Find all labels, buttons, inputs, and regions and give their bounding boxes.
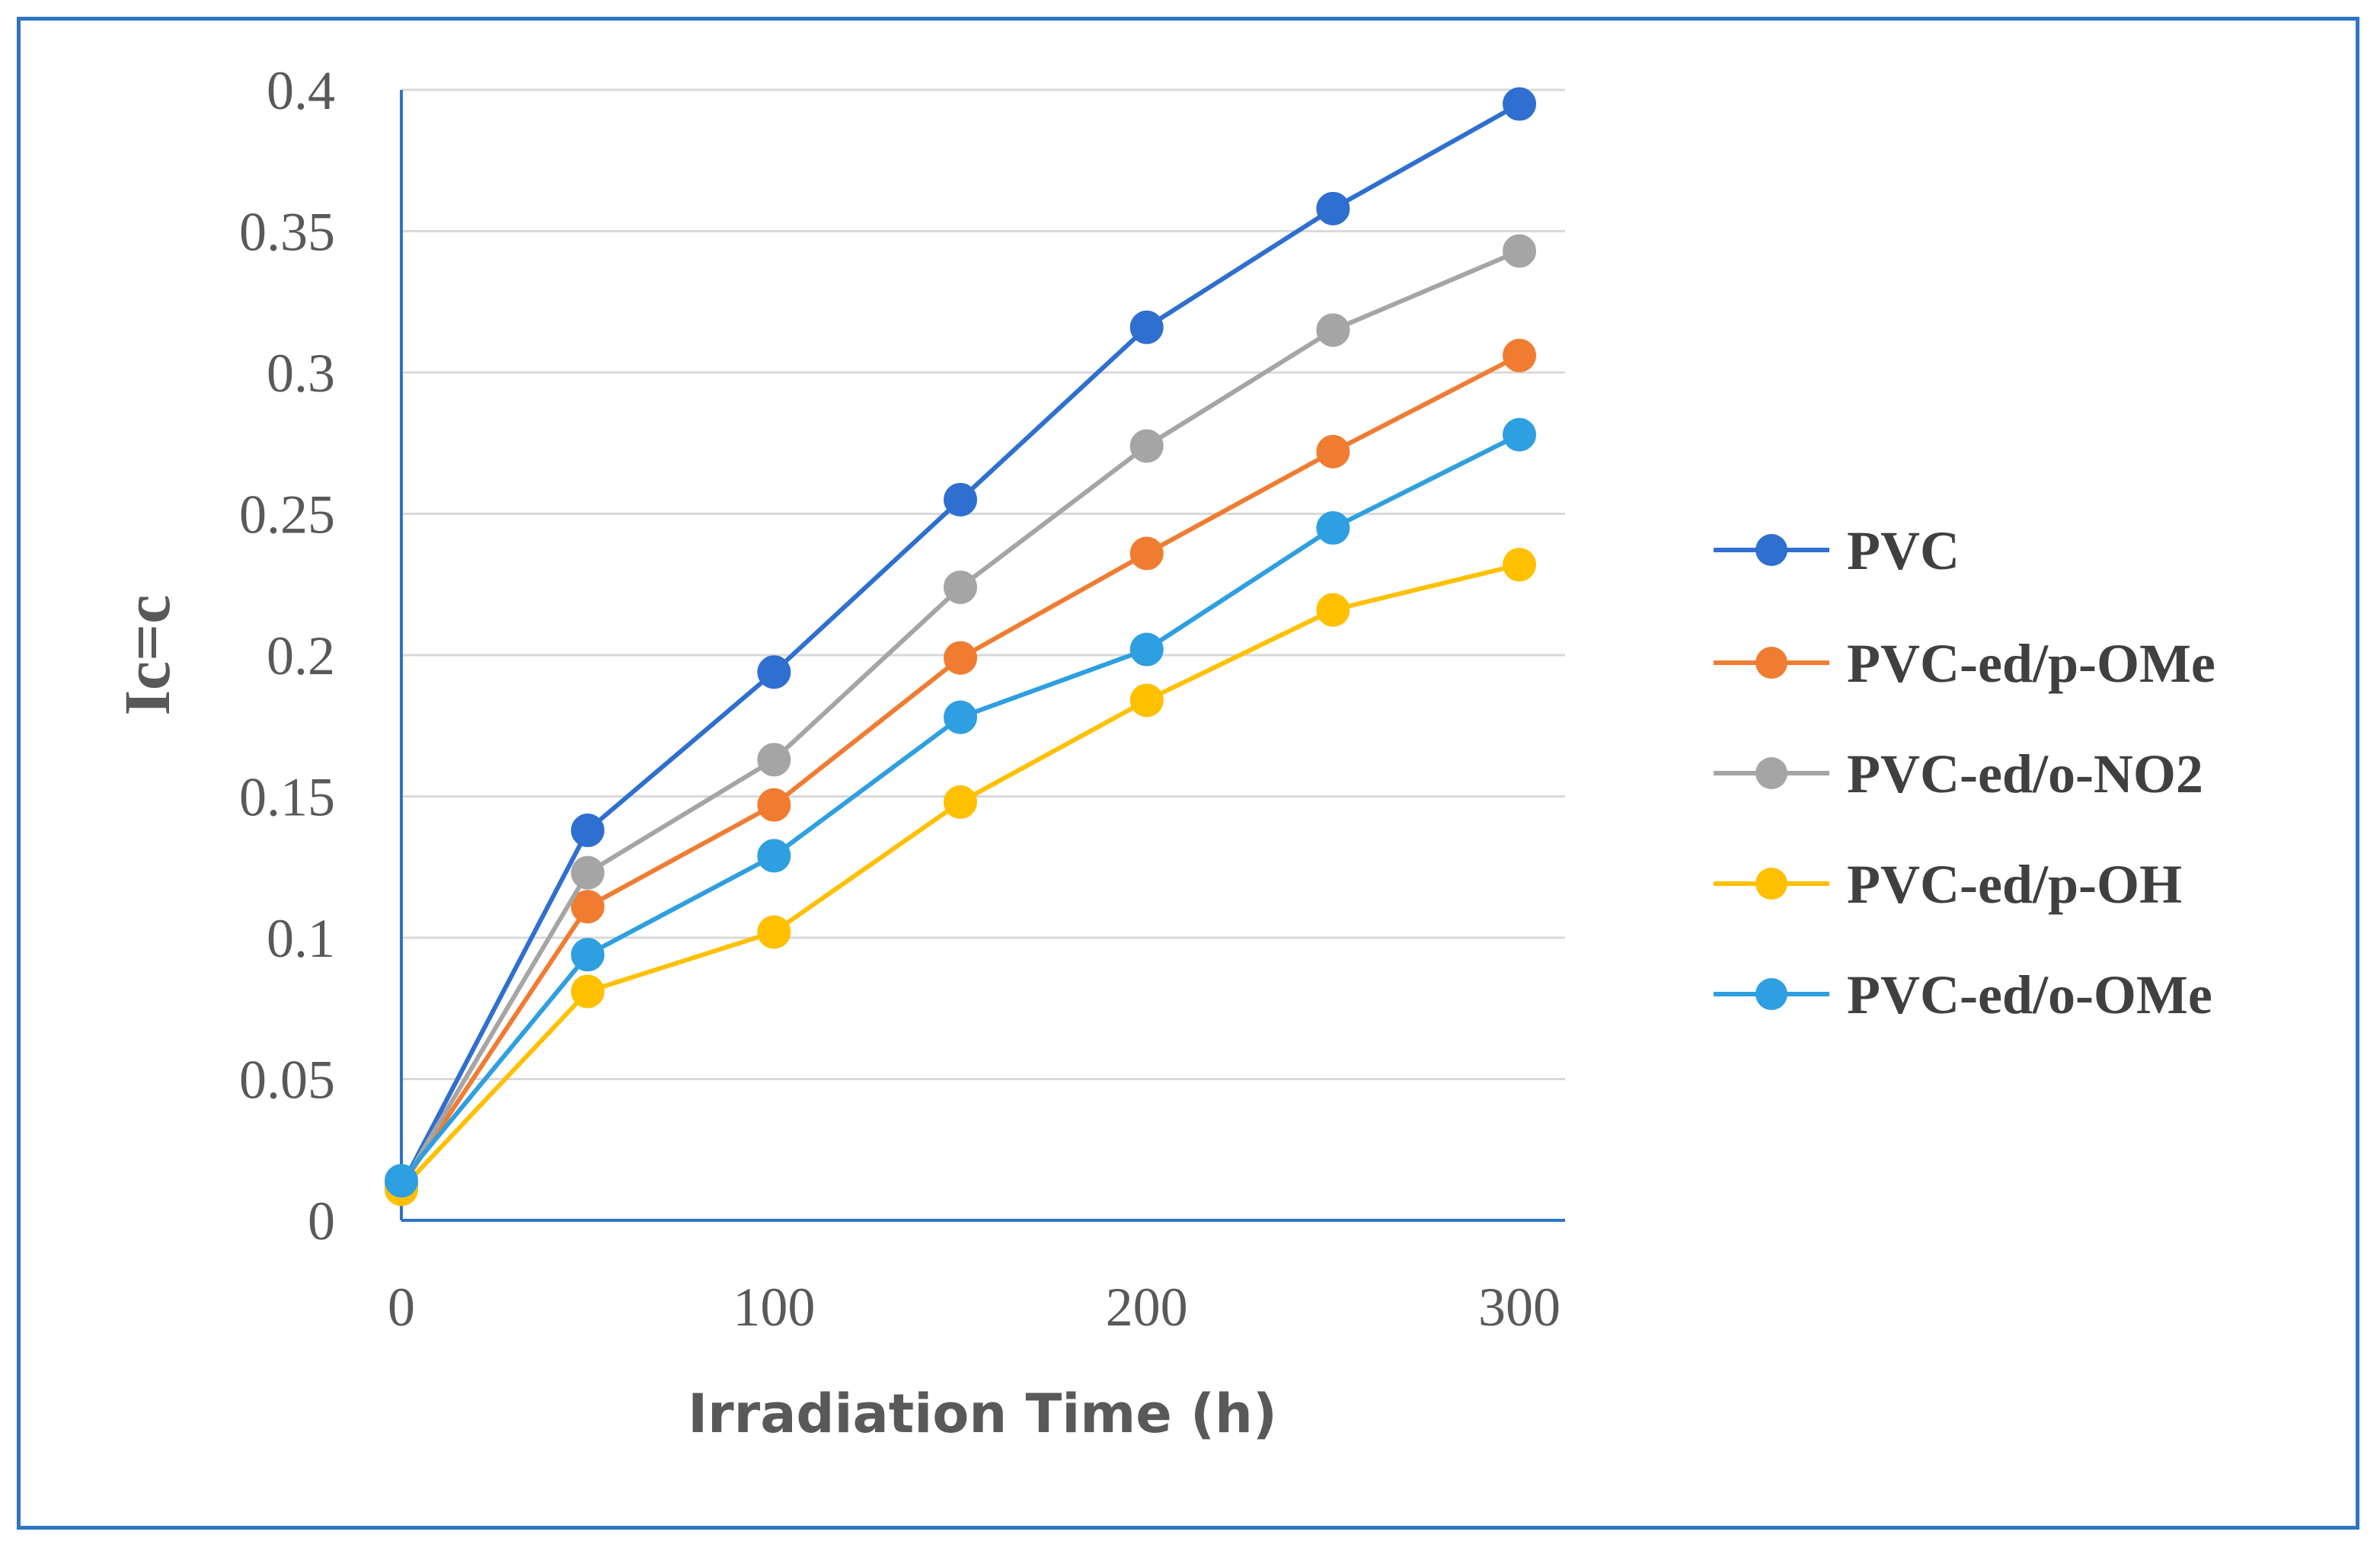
legend-marker bbox=[1755, 647, 1787, 679]
y-tick-label: 0.35 bbox=[239, 202, 335, 263]
data-point bbox=[1503, 548, 1536, 582]
legend-marker bbox=[1755, 534, 1787, 566]
data-point bbox=[385, 1164, 418, 1198]
data-point bbox=[570, 814, 605, 848]
data-point bbox=[570, 974, 605, 1009]
data-point bbox=[944, 785, 977, 819]
series-line bbox=[399, 353, 1521, 1188]
legend-entry: PVC-ed/o-NO2 bbox=[1714, 743, 2203, 804]
data-point bbox=[1316, 434, 1350, 468]
y-tick-label: 0.1 bbox=[267, 908, 335, 969]
y-tick-label: 0.15 bbox=[239, 767, 335, 828]
data-point bbox=[1129, 683, 1164, 718]
figure-frame bbox=[17, 17, 2359, 1530]
y-tick-labels: 0 0.05 0.1 0.15 0.2 0.25 0.3 0.35 0.4 bbox=[239, 60, 335, 1252]
legend-label: PVC bbox=[1847, 520, 1960, 581]
series bbox=[385, 87, 1536, 1207]
data-point bbox=[757, 655, 791, 689]
x-tick-labels: 0 100 200 300 bbox=[388, 1277, 1561, 1338]
data-point bbox=[570, 938, 605, 972]
data-point bbox=[1503, 338, 1536, 373]
data-point bbox=[1129, 632, 1164, 667]
data-point bbox=[944, 700, 977, 734]
legend-marker bbox=[1755, 978, 1787, 1010]
legend-entry: PVC-ed/p-OH bbox=[1714, 854, 2182, 915]
data-point bbox=[1316, 593, 1350, 627]
data-point bbox=[570, 890, 605, 924]
gridlines bbox=[401, 88, 1565, 1080]
x-tick-label: 200 bbox=[1106, 1277, 1188, 1338]
series-4 bbox=[385, 417, 1536, 1198]
data-point bbox=[1129, 429, 1164, 463]
legend-entry: PVC-ed/p-OMe bbox=[1714, 633, 2215, 694]
data-point bbox=[1316, 511, 1350, 545]
data-point bbox=[757, 743, 791, 777]
data-point bbox=[944, 570, 977, 604]
data-point bbox=[1503, 417, 1536, 452]
legend-entry: PVC bbox=[1714, 520, 1960, 581]
y-tick-label: 0.4 bbox=[267, 60, 335, 121]
data-point bbox=[944, 482, 977, 516]
data-point bbox=[1129, 310, 1164, 344]
y-tick-label: 0.25 bbox=[239, 484, 335, 545]
legend-marker bbox=[1755, 868, 1787, 900]
x-axis-title: Irradiation Time (h) bbox=[688, 1383, 1277, 1445]
data-point bbox=[944, 641, 977, 675]
series-1 bbox=[385, 338, 1536, 1204]
legend-label: PVC-ed/p-OH bbox=[1847, 854, 2182, 915]
x-tick-label: 0 bbox=[388, 1277, 415, 1338]
legend-entry: PVC-ed/o-OMe bbox=[1714, 964, 2212, 1025]
data-point bbox=[1316, 191, 1350, 225]
data-point bbox=[757, 915, 791, 949]
series-3 bbox=[385, 548, 1536, 1207]
data-point bbox=[1503, 87, 1536, 121]
legend-label: PVC-ed/p-OMe bbox=[1847, 633, 2215, 694]
data-point bbox=[1503, 234, 1536, 268]
y-tick-label: 0.2 bbox=[267, 625, 335, 686]
y-axis-title: Ic=c bbox=[110, 595, 184, 716]
legend-marker bbox=[1755, 757, 1787, 789]
axes bbox=[400, 90, 1565, 1222]
data-point bbox=[757, 788, 791, 822]
x-tick-label: 300 bbox=[1478, 1277, 1561, 1338]
data-point bbox=[1316, 313, 1350, 347]
y-tick-label: 0 bbox=[308, 1191, 335, 1252]
data-point bbox=[757, 839, 791, 873]
data-point bbox=[1129, 536, 1164, 571]
x-tick-label: 100 bbox=[733, 1277, 815, 1338]
legend-label: PVC-ed/o-OMe bbox=[1847, 964, 2212, 1025]
legend: PVC PVC-ed/p-OMe PVC-ed/o-NO2 PVC-ed/p-OH PV… bbox=[1714, 520, 2215, 1025]
y-tick-label: 0.3 bbox=[267, 343, 335, 404]
y-tick-label: 0.05 bbox=[239, 1050, 335, 1111]
legend-label: PVC-ed/o-NO2 bbox=[1847, 743, 2203, 804]
data-point bbox=[570, 855, 605, 890]
